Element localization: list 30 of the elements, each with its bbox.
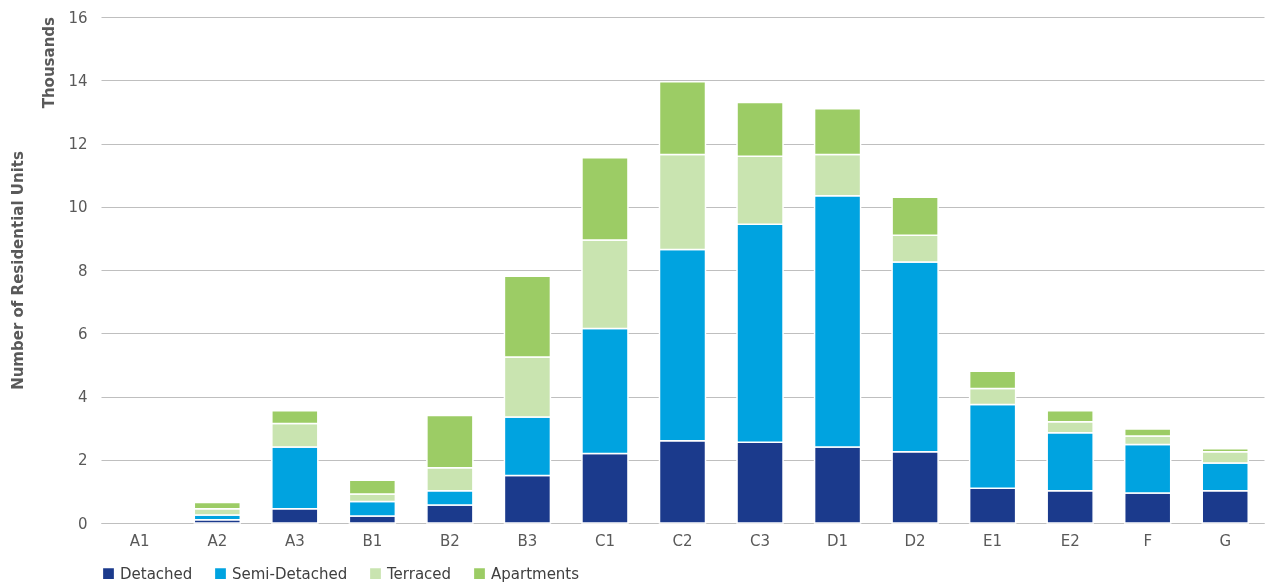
x-tick-label: D2	[904, 531, 926, 550]
x-tick-label: G	[1219, 531, 1232, 550]
text: Thousands	[40, 16, 58, 109]
x-tick-label: C1	[594, 531, 615, 550]
y-tick-label: 4	[77, 388, 88, 406]
x-tick-label: D1	[827, 531, 849, 550]
x-tick-label: F	[1143, 531, 1153, 550]
y-tick-label: 12	[68, 135, 88, 153]
legend-label: Apartments	[491, 564, 580, 583]
x-tick-label: E2	[1060, 531, 1080, 550]
y-tick-label: 2	[77, 451, 88, 470]
y-tick-label: 16	[68, 8, 88, 27]
y-tick-label: 10	[68, 198, 88, 217]
x-tick-label: B2	[439, 531, 460, 550]
x-tick-label: A2	[207, 531, 228, 550]
legend-label: Detached	[120, 564, 193, 583]
x-tick-label: C2	[672, 531, 693, 550]
legend-label: Terraced	[386, 564, 452, 583]
x-tick-label: A1	[129, 531, 150, 550]
x-tick-label: C3	[750, 531, 771, 550]
legend-label: Semi-Detached	[232, 564, 348, 583]
y-axis-title: Number of Residential Units	[9, 151, 28, 390]
y-tick-label: 14	[68, 71, 88, 90]
y-tick-label: 8	[77, 261, 88, 280]
x-tick-label: A3	[284, 531, 305, 550]
x-tick-label: E1	[983, 531, 1003, 550]
y-tick-label: 6	[77, 324, 88, 343]
x-tick-label: B3	[517, 531, 538, 550]
x-tick-label: B1	[362, 531, 383, 550]
y-tick-label: 0	[77, 514, 88, 533]
